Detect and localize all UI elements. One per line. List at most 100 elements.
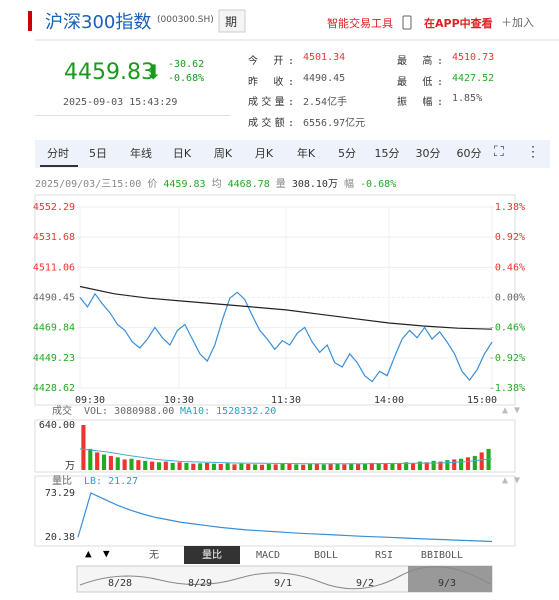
label: 成交量: <box>248 97 294 108</box>
down-arrow[interactable]: ▼ <box>103 547 110 560</box>
x-tick-label: 11:30 <box>271 395 301 406</box>
volume-bar <box>101 454 107 470</box>
tab[interactable]: 60分 <box>456 147 482 160</box>
add-link[interactable]: ＋加入 <box>501 14 534 30</box>
volume-bar <box>465 457 471 470</box>
indicator-button[interactable]: MACD <box>256 550 280 561</box>
indicator-selected <box>184 546 240 564</box>
more-icon[interactable]: ⋮ <box>526 144 540 160</box>
quote-label: 最 高: <box>397 52 447 67</box>
ratio-title: 量比 <box>52 475 72 487</box>
volume-bar <box>115 457 120 470</box>
futures-button[interactable] <box>218 9 246 33</box>
volume-bar <box>383 463 388 470</box>
volume-bar <box>88 448 93 470</box>
tab[interactable]: 年线 <box>130 147 152 160</box>
title: 沪深300指数 <box>45 12 152 33</box>
info-avg: 4468.78 <box>227 179 270 190</box>
volume-bar <box>253 464 258 470</box>
volume-bar <box>177 462 182 470</box>
title-bar <box>28 11 32 31</box>
y-tick-label: 4490.45 <box>33 293 75 304</box>
volume-bar <box>280 463 285 470</box>
app-link[interactable]: 在APP中查看 <box>424 17 493 30</box>
quote-label: 昨 收: <box>248 73 298 88</box>
volume-bar <box>198 463 203 470</box>
y-tick-label: 4449.23 <box>33 353 75 364</box>
change: -30.62 <box>168 59 205 70</box>
volume-bar <box>445 460 450 470</box>
fullscreen-icon[interactable]: ⛶ <box>494 144 504 160</box>
tab[interactable]: 5分 <box>338 147 356 160</box>
indicator-button[interactable]: RSI <box>375 550 393 561</box>
y-tick-label: 20.38 <box>45 532 75 543</box>
volume-bar <box>273 464 278 470</box>
volume-bar <box>321 464 326 470</box>
info-vol: 308.10万 <box>291 179 338 190</box>
volume-bar <box>452 459 457 470</box>
futures-label[interactable]: 期 <box>225 15 238 29</box>
day-label: 9/1 <box>274 578 292 589</box>
day-label: 9/2 <box>356 578 374 589</box>
indicator-button[interactable]: 量比 <box>202 549 222 561</box>
day-label: 8/29 <box>188 578 212 589</box>
volume-bar <box>362 463 368 470</box>
tab[interactable]: 15分 <box>374 147 400 160</box>
volume-bar <box>431 460 436 470</box>
down-arrow: ⬇ <box>145 60 162 84</box>
tab[interactable]: 30分 <box>415 147 441 160</box>
volume-title: 成交 <box>52 404 72 417</box>
volume-bar <box>232 464 237 470</box>
tab[interactable]: 分时 <box>47 147 69 160</box>
tools-link[interactable]: 智能交易工具 <box>327 17 393 30</box>
tab[interactable]: 日K <box>172 147 192 160</box>
add-text: 加入 <box>512 16 534 29</box>
tab[interactable]: 月K <box>254 147 274 160</box>
quote-value: 4490.45 <box>303 72 346 84</box>
y2-tick-label: 0.92% <box>495 232 525 243</box>
phone-icon <box>402 15 412 30</box>
scroll-arrows[interactable]: ▲ ▼ <box>502 475 520 486</box>
info-label: 量 <box>275 179 286 190</box>
volume-bar <box>266 464 271 470</box>
ratio-line <box>77 492 493 543</box>
volume-bar <box>472 455 477 470</box>
scroll-arrows[interactable]: ▲ ▼ <box>502 405 520 416</box>
tab-bar <box>35 140 550 168</box>
timeline-line <box>79 566 491 590</box>
divider <box>35 115 230 116</box>
y2-tick-label: -0.92% <box>489 353 525 364</box>
y-tick-label: 4531.68 <box>33 232 75 243</box>
up-arrow[interactable]: ▲ <box>85 547 92 560</box>
label: 振 幅: <box>397 97 443 108</box>
quote-time: 2025-09-03 15:43:29 <box>63 97 178 108</box>
price-line <box>79 285 493 330</box>
volume-bar <box>369 462 374 470</box>
quote-label: 振 幅: <box>397 93 447 108</box>
volume-bar <box>328 464 333 470</box>
info-date: 2025/09/03/三15:00 <box>35 179 142 190</box>
tab[interactable]: 5日 <box>89 147 107 160</box>
volume-bar <box>136 460 141 470</box>
tab[interactable]: 周K <box>213 147 233 160</box>
volume-bar <box>218 464 223 470</box>
volume-bar <box>239 463 244 470</box>
indicator-button[interactable]: BOLL <box>314 550 338 561</box>
change-pct: -0.68% <box>168 73 205 84</box>
volume-bar <box>129 458 134 470</box>
volume-bar <box>459 458 464 470</box>
timeline-selection[interactable] <box>408 566 492 592</box>
volume-legend: VOL: 3080988.00 <box>84 406 174 417</box>
volume-bar <box>81 425 86 470</box>
tab[interactable]: 年K <box>296 147 316 160</box>
y-tick-label: 4552.29 <box>33 202 75 213</box>
volume-bar <box>342 464 347 470</box>
label: 最 低: <box>397 76 443 88</box>
indicator-button[interactable]: 无 <box>149 550 159 561</box>
volume-bar <box>246 464 251 470</box>
volume-unit: 万 <box>65 461 75 472</box>
indicator-button[interactable]: BBIBOLL <box>421 550 463 561</box>
y2-tick-label: -1.38% <box>489 383 525 394</box>
x-tick-label: 09:30 <box>75 395 105 406</box>
